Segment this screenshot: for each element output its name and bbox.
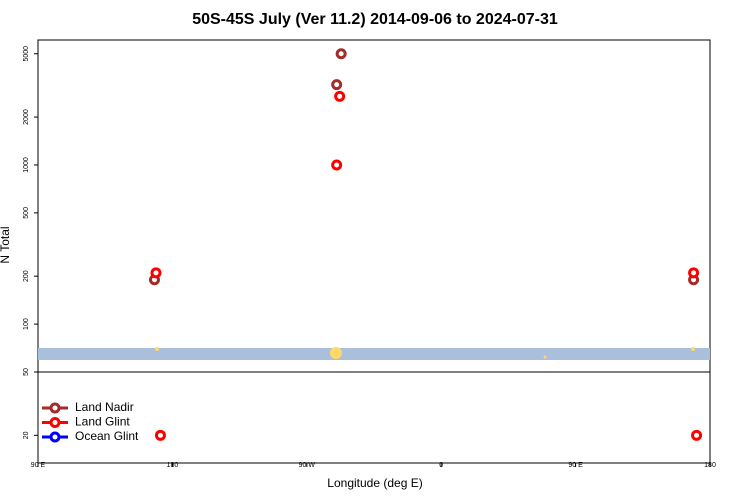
x-tick-label: 0 xyxy=(439,462,443,469)
highlight xyxy=(330,347,342,359)
x-tick-label: 90 E xyxy=(31,462,46,469)
x-axis-label: Longitude (deg E) xyxy=(327,476,422,490)
legend-marker xyxy=(49,431,61,443)
y-tick-label: 50 xyxy=(23,368,30,376)
y-tick-label: 200 xyxy=(23,270,30,282)
x-tick-label: 180 xyxy=(704,462,716,469)
highlight xyxy=(543,355,547,359)
legend-marker xyxy=(49,402,61,414)
chart-title: 50S-45S July (Ver 11.2) 2014-09-06 to 20… xyxy=(192,11,558,28)
markers-decoration xyxy=(155,347,695,359)
y-tick-label: 2000 xyxy=(23,109,30,125)
point xyxy=(331,159,343,171)
point xyxy=(691,429,703,441)
plot-frame xyxy=(37,39,711,464)
point xyxy=(334,90,346,102)
point xyxy=(150,267,162,279)
y-tick-label: 5000 xyxy=(23,46,30,62)
legend-marker xyxy=(49,417,61,428)
point xyxy=(331,79,343,91)
coverage-band xyxy=(38,348,710,360)
x-tick-label: 90 E xyxy=(568,462,583,469)
y-tick-label: 1000 xyxy=(23,157,30,173)
y-tick-label: 500 xyxy=(23,207,30,219)
x-tick-label: 180 xyxy=(167,462,179,469)
point xyxy=(154,429,166,441)
legend-label: Land Nadir xyxy=(75,400,134,414)
y-tick-label: 20 xyxy=(23,431,30,439)
legend-label: Land Glint xyxy=(75,415,130,429)
highlight xyxy=(691,347,695,351)
point xyxy=(688,267,700,279)
point xyxy=(335,48,347,60)
y-tick-label: 100 xyxy=(23,318,30,330)
legend-label: Ocean Glint xyxy=(75,429,139,443)
y-axis-label: N Total xyxy=(0,226,12,263)
highlight xyxy=(155,347,159,351)
x-tick-label: 90 W xyxy=(299,462,316,469)
